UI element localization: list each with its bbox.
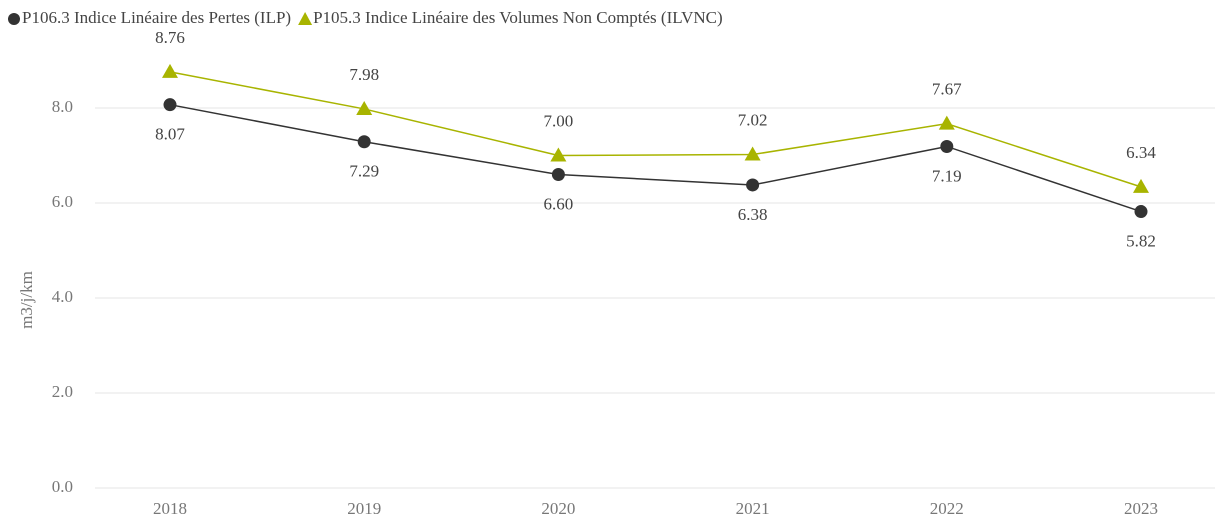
data-label: 6.38 xyxy=(738,205,768,224)
legend-marker xyxy=(8,13,20,25)
y-axis-label: m3/j/km xyxy=(17,271,36,329)
point xyxy=(1134,205,1148,219)
x-tick-label: 2020 xyxy=(541,499,575,518)
point xyxy=(550,147,567,162)
data-label: 7.19 xyxy=(932,166,962,185)
point xyxy=(940,139,954,153)
point xyxy=(162,63,178,78)
x-tick-label: 2019 xyxy=(347,499,381,518)
legend-marker xyxy=(298,12,313,25)
data-label: 8.07 xyxy=(155,125,185,144)
legend-label: P105.3 Indice Linéaire des Volumes Non C… xyxy=(313,8,723,27)
data-label: 5.82 xyxy=(1126,231,1156,250)
data-label: 6.60 xyxy=(544,194,574,213)
point xyxy=(1133,178,1149,193)
point xyxy=(356,100,373,115)
y-tick-label: 4.0 xyxy=(52,287,73,306)
y-tick-label: 2.0 xyxy=(52,382,73,401)
point xyxy=(163,98,177,112)
data-label: 8.76 xyxy=(155,28,185,47)
data-label: 7.67 xyxy=(932,80,962,99)
point xyxy=(551,168,565,181)
point xyxy=(744,146,761,161)
legend-label: P106.3 Indice Linéaire des Pertes (ILP) xyxy=(22,8,291,27)
point xyxy=(357,135,371,149)
y-tick-label: 8.0 xyxy=(52,97,73,116)
data-label: 7.29 xyxy=(349,162,379,181)
x-tick-label: 2021 xyxy=(736,499,770,518)
data-label: 7.00 xyxy=(544,111,574,130)
y-tick-label: 0.0 xyxy=(52,477,73,496)
data-label: 7.98 xyxy=(349,65,379,84)
x-tick-label: 2022 xyxy=(930,499,964,518)
series-line xyxy=(169,103,1142,213)
data-label: 7.02 xyxy=(738,110,768,129)
x-tick-label: 2018 xyxy=(153,499,187,518)
y-tick-label: 6.0 xyxy=(52,192,73,211)
data-label: 6.34 xyxy=(1126,143,1156,162)
series-line xyxy=(169,71,1142,188)
x-tick-label: 2023 xyxy=(1124,499,1158,518)
point xyxy=(746,178,760,192)
point xyxy=(938,115,955,130)
